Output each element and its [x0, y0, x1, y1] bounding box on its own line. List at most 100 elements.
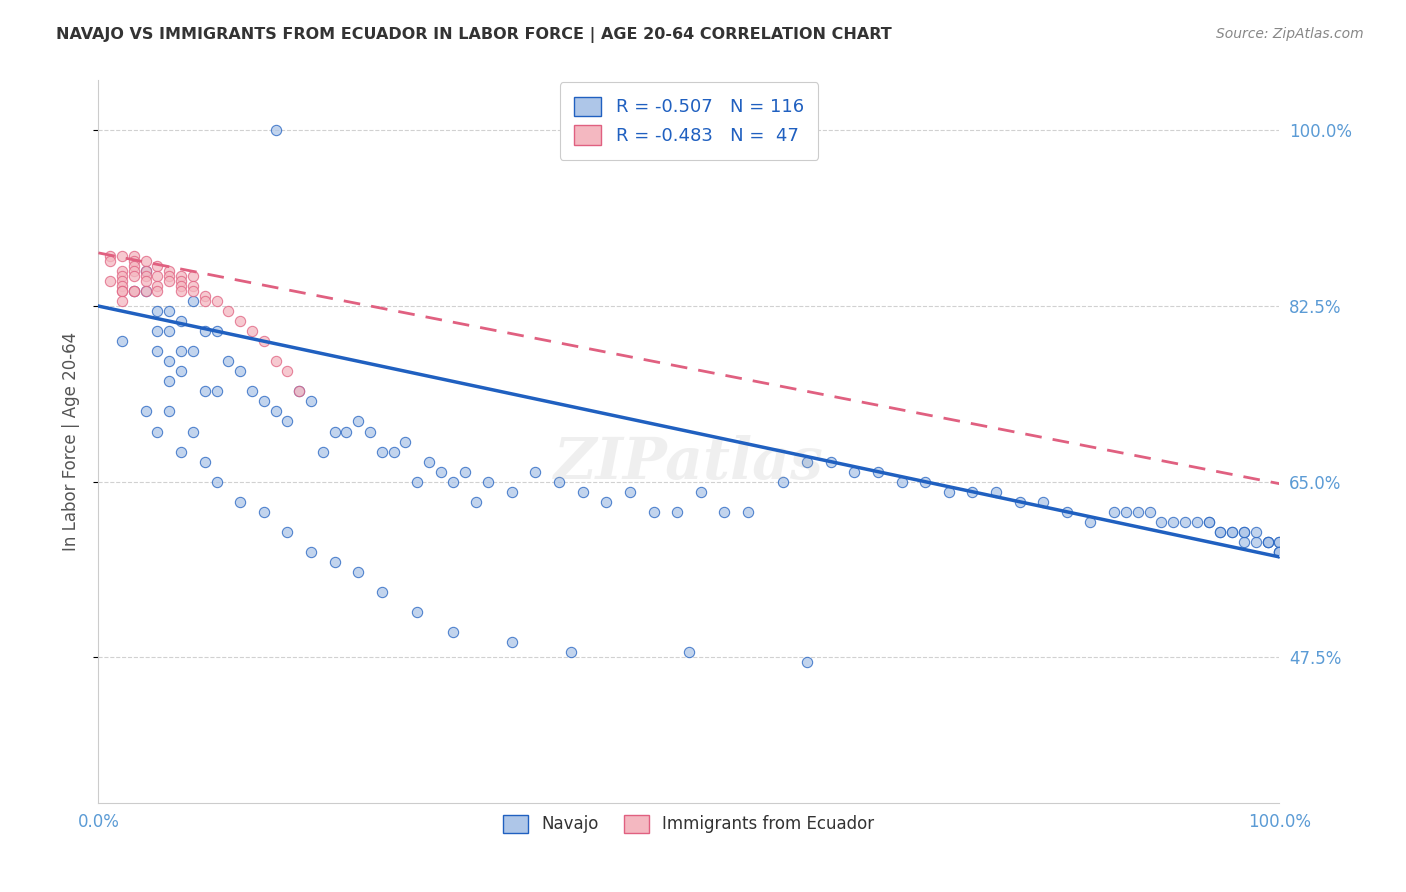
Point [524, 465, 547, 479]
Point [157, 404, 180, 418]
Point [135, 274, 157, 288]
Point [890, 475, 912, 489]
Point [205, 293, 228, 308]
Point [643, 505, 665, 519]
Point [194, 454, 217, 468]
Point [406, 605, 429, 619]
Point [713, 505, 735, 519]
Point [181, 268, 204, 283]
Point [253, 505, 276, 519]
Point [111, 274, 134, 288]
Point [1056, 505, 1078, 519]
Point [170, 344, 193, 359]
Point [170, 274, 193, 288]
Point [1257, 534, 1279, 549]
Point [418, 454, 440, 468]
Point [1115, 505, 1137, 519]
Point [146, 284, 169, 298]
Point [441, 625, 464, 640]
Point [135, 268, 157, 283]
Point [217, 304, 239, 318]
Text: NAVAJO VS IMMIGRANTS FROM ECUADOR IN LABOR FORCE | AGE 20-64 CORRELATION CHART: NAVAJO VS IMMIGRANTS FROM ECUADOR IN LAB… [56, 27, 891, 43]
Point [264, 354, 287, 368]
Point [1209, 524, 1232, 539]
Point [146, 324, 169, 338]
Point [1161, 515, 1184, 529]
Point [253, 394, 276, 409]
Point [229, 494, 252, 508]
Point [181, 284, 204, 298]
Point [229, 364, 252, 378]
Point [98, 249, 121, 263]
Point [122, 249, 145, 263]
Point [441, 475, 464, 489]
Text: Source: ZipAtlas.com: Source: ZipAtlas.com [1216, 27, 1364, 41]
Point [276, 414, 298, 429]
Point [1198, 515, 1220, 529]
Point [477, 475, 499, 489]
Point [335, 425, 357, 439]
Point [276, 364, 298, 378]
Point [1185, 515, 1208, 529]
Point [135, 264, 157, 278]
Point [1233, 534, 1256, 549]
Point [194, 384, 217, 399]
Point [135, 284, 157, 298]
Point [1102, 505, 1125, 519]
Point [299, 545, 322, 559]
Point [371, 585, 394, 599]
Point [1268, 534, 1291, 549]
Point [619, 484, 641, 499]
Point [737, 505, 759, 519]
Point [146, 259, 169, 273]
Point [1244, 524, 1267, 539]
Point [98, 253, 121, 268]
Point [170, 364, 193, 378]
Point [181, 425, 204, 439]
Point [122, 264, 145, 278]
Point [453, 465, 475, 479]
Point [111, 268, 134, 283]
Point [323, 425, 346, 439]
Point [170, 268, 193, 283]
Point [264, 123, 287, 137]
Point [666, 505, 689, 519]
Point [1150, 515, 1173, 529]
Point [253, 334, 276, 348]
Point [146, 279, 169, 293]
Point [111, 284, 134, 298]
Point [1268, 545, 1291, 559]
Point [1233, 524, 1256, 539]
Point [1244, 534, 1267, 549]
Point [229, 314, 252, 328]
Point [1080, 515, 1102, 529]
Point [122, 284, 145, 298]
Point [135, 284, 157, 298]
Point [194, 293, 217, 308]
Point [347, 414, 370, 429]
Point [181, 293, 204, 308]
Point [135, 264, 157, 278]
Point [157, 304, 180, 318]
Point [914, 475, 936, 489]
Point [111, 279, 134, 293]
Point [866, 465, 889, 479]
Point [146, 344, 169, 359]
Point [844, 465, 866, 479]
Point [430, 465, 453, 479]
Point [678, 645, 700, 659]
Point [122, 268, 145, 283]
Point [299, 394, 322, 409]
Point [157, 274, 180, 288]
Point [1233, 524, 1256, 539]
Point [394, 434, 416, 449]
Point [122, 259, 145, 273]
Point [1198, 515, 1220, 529]
Point [772, 475, 794, 489]
Point [548, 475, 571, 489]
Point [98, 274, 121, 288]
Point [560, 645, 582, 659]
Point [146, 268, 169, 283]
Point [194, 289, 217, 303]
Point [406, 475, 429, 489]
